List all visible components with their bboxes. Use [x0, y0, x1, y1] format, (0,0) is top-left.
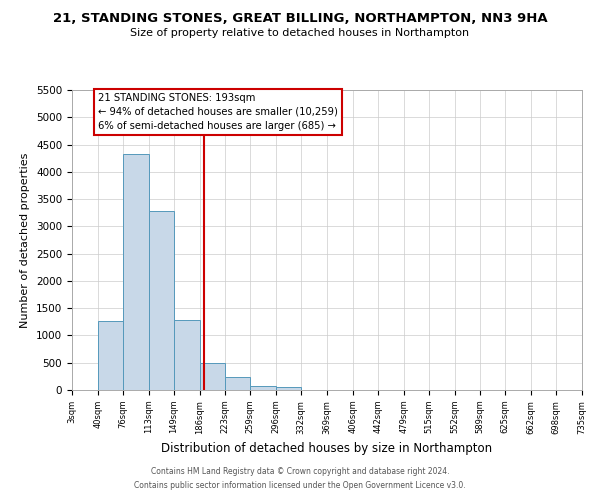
- Bar: [250, 386, 276, 390]
- X-axis label: Distribution of detached houses by size in Northampton: Distribution of detached houses by size …: [161, 442, 493, 455]
- Bar: [174, 320, 199, 390]
- Bar: [149, 210, 174, 390]
- Bar: [98, 320, 123, 390]
- Bar: [199, 364, 225, 390]
- Bar: [123, 154, 149, 390]
- Y-axis label: Number of detached properties: Number of detached properties: [20, 152, 31, 328]
- Text: Contains HM Land Registry data © Crown copyright and database right 2024.: Contains HM Land Registry data © Crown c…: [151, 467, 449, 476]
- Text: 21, STANDING STONES, GREAT BILLING, NORTHAMPTON, NN3 9HA: 21, STANDING STONES, GREAT BILLING, NORT…: [53, 12, 547, 26]
- Bar: [276, 388, 301, 390]
- Text: 21 STANDING STONES: 193sqm
← 94% of detached houses are smaller (10,259)
6% of s: 21 STANDING STONES: 193sqm ← 94% of deta…: [98, 92, 338, 130]
- Text: Size of property relative to detached houses in Northampton: Size of property relative to detached ho…: [130, 28, 470, 38]
- Text: Contains public sector information licensed under the Open Government Licence v3: Contains public sector information licen…: [134, 481, 466, 490]
- Bar: [225, 378, 250, 390]
